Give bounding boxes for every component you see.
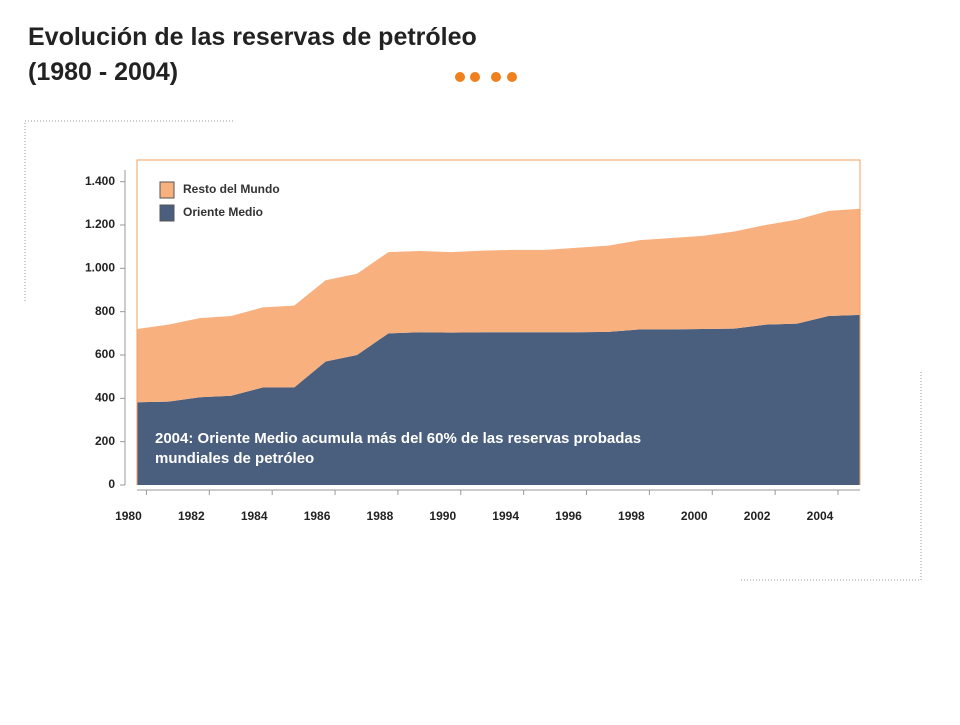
y-tick-label: 1.400: [85, 174, 115, 188]
chart-title: Evolución de las reservas de petróleo: [28, 23, 477, 51]
y-tick-label: 400: [95, 391, 115, 405]
annotation: mundiales de petróleo: [155, 450, 314, 467]
y-tick-label: 1.000: [85, 261, 115, 275]
x-tick-label: 1984: [241, 509, 268, 523]
chart-subtitle: (1980 - 2004): [28, 58, 178, 86]
plot-frame: [136, 159, 861, 485]
x-tick-label: 1996: [555, 509, 582, 523]
x-tick-label: 1980: [115, 509, 142, 523]
legend-swatch: [159, 181, 175, 199]
x-tick-label: 1998: [618, 509, 645, 523]
annotation: 2004: Oriente Medio acumula más del 60% …: [155, 430, 641, 447]
legend-label: Resto del Mundo: [183, 182, 280, 196]
y-tick-label: 0: [108, 477, 115, 491]
x-tick-label: 2000: [681, 509, 708, 523]
x-tick-label: 1982: [178, 509, 205, 523]
area: [137, 208, 860, 403]
y-tick-label: 1.200: [85, 217, 115, 231]
y-tick-label: 200: [95, 434, 115, 448]
x-tick-label: 1986: [304, 509, 331, 523]
y-tick-label: 800: [95, 304, 115, 318]
legend-label: Oriente Medio: [183, 205, 263, 219]
area: [137, 314, 860, 485]
x-tick-label: 1990: [429, 509, 456, 523]
decor-dots: [455, 72, 517, 82]
x-tick-label: 2002: [744, 509, 771, 523]
x-tick-label: 1988: [367, 509, 394, 523]
decor-lines: [24, 120, 922, 581]
x-tick-label: 1994: [492, 509, 519, 523]
y-tick-label: 600: [95, 347, 115, 361]
legend-swatch: [159, 204, 175, 222]
x-tick-label: 2004: [807, 509, 834, 523]
